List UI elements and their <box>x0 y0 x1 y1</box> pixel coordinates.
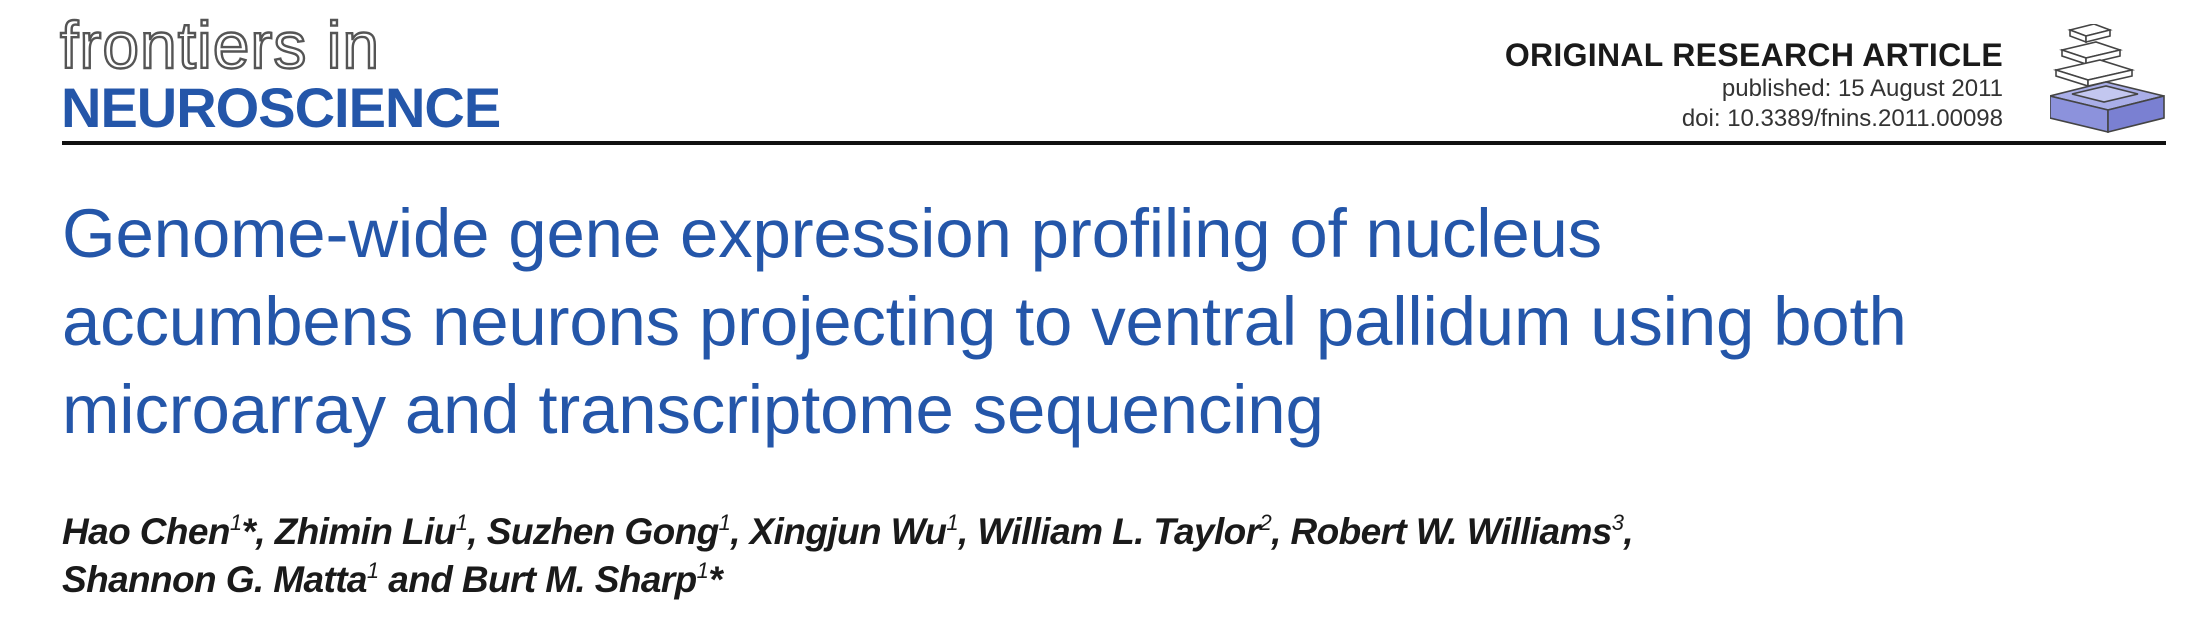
corresponding-mark: * <box>708 559 723 600</box>
separator: , <box>1623 511 1634 552</box>
separator: , <box>958 511 978 552</box>
separator: , <box>1271 511 1291 552</box>
article-type: ORIGINAL RESEARCH ARTICLE <box>1504 37 2003 73</box>
author-line-1: Hao Chen1*, Zhimin Liu1, Suzhen Gong1, X… <box>62 508 2162 556</box>
separator: , <box>467 511 487 552</box>
conjunction: and <box>378 559 462 600</box>
affiliation-mark: 1 <box>229 510 242 535</box>
stacked-boxes-icon <box>2050 24 2165 134</box>
author-name[interactable]: Suzhen Gong <box>486 511 719 552</box>
author-name[interactable]: Shannon G. Matta <box>62 559 368 600</box>
title-line-2: accumbens neurons projecting to ventral … <box>62 283 1907 360</box>
affiliation-mark: 2 <box>1259 510 1272 535</box>
author-line-2: Shannon G. Matta1 and Burt M. Sharp1* <box>62 556 2162 604</box>
author-name[interactable]: Xingjun Wu <box>749 511 947 552</box>
affiliation-mark: 1 <box>946 510 959 535</box>
author-name[interactable]: Hao Chen <box>62 511 230 552</box>
author-list: Hao Chen1*, Zhimin Liu1, Suzhen Gong1, X… <box>62 508 2162 604</box>
title-line-1: Genome-wide gene expression profiling of… <box>62 195 1602 272</box>
affiliation-mark: 1 <box>366 558 379 583</box>
affiliation-mark: 1 <box>455 510 468 535</box>
title-line-3: microarray and transcriptome sequencing <box>62 371 1324 448</box>
affiliation-mark: 3 <box>1611 510 1624 535</box>
author-name[interactable]: William L. Taylor <box>977 511 1260 552</box>
corresponding-mark: *, <box>241 511 275 552</box>
doi[interactable]: doi: 10.3389/fnins.2011.00098 <box>1681 105 2003 132</box>
article-title: Genome-wide gene expression profiling of… <box>62 190 2162 454</box>
affiliation-mark: 1 <box>718 510 731 535</box>
author-name[interactable]: Zhimin Liu <box>274 511 457 552</box>
author-name[interactable]: Robert W. Williams <box>1290 511 1613 552</box>
journal-logo-top: frontiers in <box>59 8 381 82</box>
publication-date: published: 15 August 2011 <box>1721 75 2003 102</box>
journal-logo-bottom: NEUROSCIENCE <box>61 76 501 139</box>
affiliation-mark: 1 <box>696 558 709 583</box>
header-rule <box>62 141 2166 145</box>
separator: , <box>730 511 750 552</box>
author-name[interactable]: Burt M. Sharp <box>461 559 697 600</box>
